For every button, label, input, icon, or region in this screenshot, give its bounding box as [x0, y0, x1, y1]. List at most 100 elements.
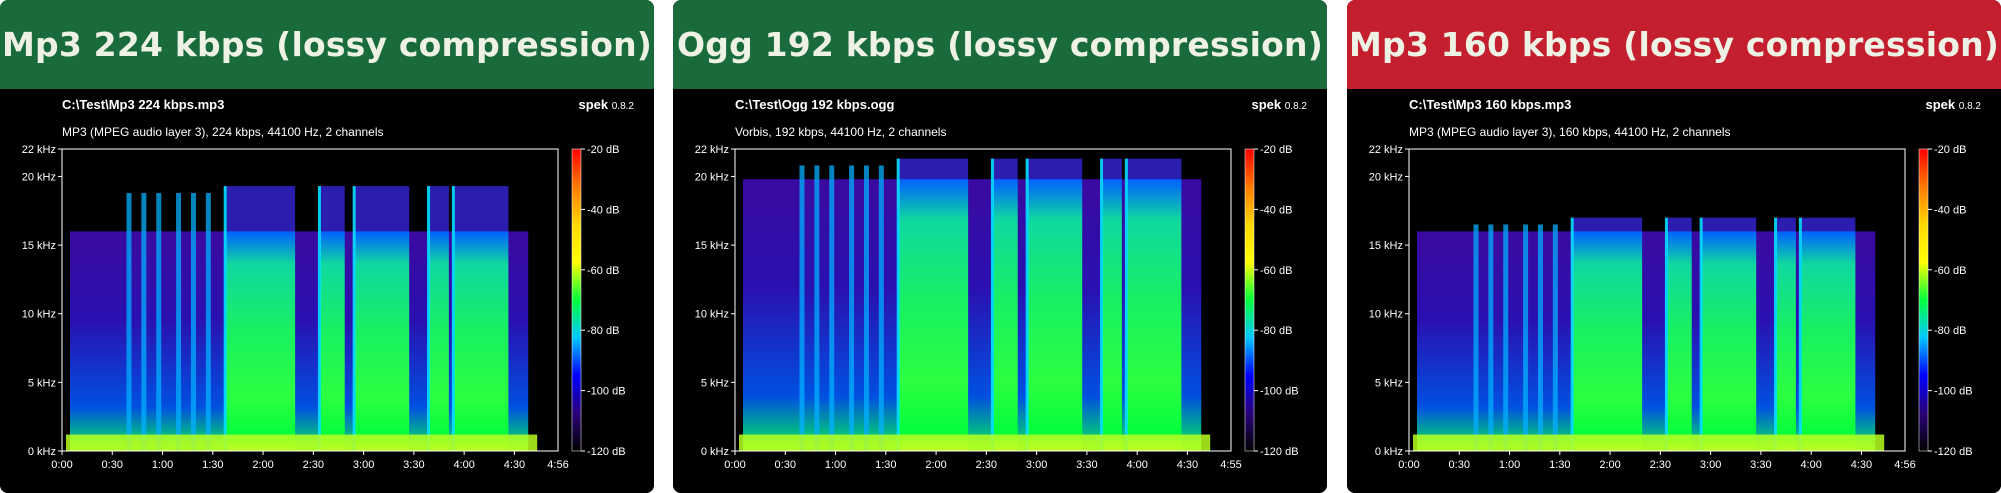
y-tick-label: 20 kHz: [22, 171, 56, 183]
spectrum-hf-band: [1126, 158, 1182, 184]
colorbar-label: -20 dB: [587, 144, 619, 156]
spectrum-pulse: [863, 165, 869, 451]
spectrum-pulse: [1552, 224, 1558, 451]
spectrum-transient: [427, 186, 431, 451]
spectrum-hf-band: [225, 186, 296, 236]
spectrum-section: [1027, 179, 1083, 451]
spectrum-transient: [352, 186, 356, 451]
y-tick-label: 5 kHz: [1375, 377, 1403, 389]
x-tick-label: 3:30: [403, 459, 424, 471]
colorbar-label: -60 dB: [1934, 265, 1966, 277]
panel-header: Mp3 160 kbps (lossy compression): [1347, 0, 2001, 89]
colorbar-label: -100 dB: [587, 386, 626, 398]
brand-name: spek: [1251, 97, 1282, 112]
x-tick-label: 1:00: [1499, 459, 1520, 471]
spectrum-pulse: [141, 192, 147, 451]
x-tick-label: 4:30: [1177, 459, 1198, 471]
y-tick-label: 22 kHz: [22, 144, 56, 156]
x-tick-label: 0:30: [102, 459, 123, 471]
colorbar: [571, 148, 582, 452]
x-tick-label: 4:00: [453, 459, 474, 471]
colorbar-label: -120 dB: [587, 446, 626, 458]
spectrum-section: [1701, 231, 1757, 451]
spectrum-low-band: [1413, 434, 1885, 451]
spectrum-transient: [1798, 217, 1802, 451]
spectrum-transient: [1025, 158, 1029, 451]
y-tick-label: 15 kHz: [22, 240, 56, 252]
format-info: Vorbis, 192 kbps, 44100 Hz, 2 channels: [735, 125, 947, 139]
x-tick-label: 2:30: [303, 459, 324, 471]
x-tick-label: 1:30: [202, 459, 223, 471]
spectrum-pulse: [1488, 224, 1494, 451]
x-tick-label-end: 4:56: [1894, 459, 1915, 471]
spectrum-hf-band: [1666, 217, 1692, 236]
y-tick-label: 15 kHz: [1369, 240, 1403, 252]
x-tick-label: 2:00: [1599, 459, 1620, 471]
colorbar-label: -100 dB: [1260, 386, 1299, 398]
x-tick-label: 0:00: [51, 459, 72, 471]
x-tick-label: 3:00: [1700, 459, 1721, 471]
spek-brand: spek 0.8.2: [578, 97, 634, 112]
colorbar-label: -120 dB: [1934, 446, 1973, 458]
format-info: MP3 (MPEG audio layer 3), 160 kbps, 4410…: [1409, 125, 1731, 139]
brand-version: 0.8.2: [611, 101, 634, 112]
spectrum-transient: [1699, 217, 1703, 451]
colorbar-label: -60 dB: [587, 265, 619, 277]
y-tick-label: 20 kHz: [695, 171, 729, 183]
spectrum-pulse: [849, 165, 855, 451]
panel-ogg-192: Ogg 192 kbps (lossy compression) C:\Test…: [673, 0, 1327, 493]
spectrogram: 0 kHz 5 kHz 10 kHz 15 kHz 20 kHz 22 kHz 0:00 0:…: [22, 144, 626, 471]
spectrum-transient: [990, 158, 994, 451]
spectrum-section: [1126, 179, 1182, 451]
y-tick-label: 10 kHz: [1369, 309, 1403, 321]
spectrum-hf-band: [1701, 217, 1757, 236]
spectrum-transient: [1100, 158, 1104, 451]
plot-frame: [734, 148, 1232, 452]
spectrum-pulse: [814, 165, 820, 451]
colorbar: [1918, 148, 1929, 452]
x-tick-label: 2:30: [976, 459, 997, 471]
spectrum-pulse: [1523, 224, 1529, 451]
spectrum-hf-band: [1027, 158, 1083, 184]
file-path: C:\Test\Mp3 224 kbps.mp3: [62, 97, 225, 112]
file-path: C:\Test\Ogg 192 kbps.ogg: [735, 97, 895, 112]
spectrum-transient: [1664, 217, 1668, 451]
x-tick-label: 3:30: [1076, 459, 1097, 471]
x-tick-label: 2:30: [1650, 459, 1671, 471]
x-tick-label: 4:00: [1126, 459, 1147, 471]
spectrum-section: [1776, 231, 1796, 451]
spek-brand: spek 0.8.2: [1925, 97, 1981, 112]
y-tick-label: 10 kHz: [695, 309, 729, 321]
colorbar-label: -80 dB: [1260, 325, 1292, 337]
spectrum-transient: [451, 186, 455, 451]
spek-brand: spek 0.8.2: [1251, 97, 1307, 112]
spectrum-section: [1800, 231, 1856, 451]
y-tick-label: 0 kHz: [28, 446, 56, 458]
spectrum-low-band: [739, 434, 1211, 451]
colorbar-label: -40 dB: [1260, 204, 1292, 216]
x-tick-label: 0:00: [1398, 459, 1419, 471]
spectrum-section: [1666, 231, 1692, 451]
spectrum-hf-band: [1776, 217, 1796, 236]
x-tick-label: 1:00: [152, 459, 173, 471]
panel-mp3-224: Mp3 224 kbps (lossy compression) C:\Test…: [0, 0, 654, 493]
brand-name: spek: [578, 97, 609, 112]
colorbar-label: -100 dB: [1934, 386, 1973, 398]
y-tick-label: 10 kHz: [22, 309, 56, 321]
x-tick-label: 1:30: [875, 459, 896, 471]
spectrum-section: [992, 179, 1018, 451]
plot-frame: [61, 148, 559, 452]
spectrum-section: [429, 231, 449, 451]
y-tick-label: 22 kHz: [695, 144, 729, 156]
x-tick-label: 1:30: [1549, 459, 1570, 471]
spectrum-low-band: [66, 434, 538, 451]
panel-header: Mp3 224 kbps (lossy compression): [0, 0, 654, 89]
spectrum-section: [453, 231, 509, 451]
brand-version: 0.8.2: [1958, 101, 1981, 112]
file-path: C:\Test\Mp3 160 kbps.mp3: [1409, 97, 1572, 112]
spectrum-pulse: [205, 192, 211, 451]
brand-name: spek: [1925, 97, 1956, 112]
x-tick-label-end: 4:56: [547, 459, 568, 471]
spectrum-pulse: [190, 192, 196, 451]
y-tick-label: 22 kHz: [1369, 144, 1403, 156]
